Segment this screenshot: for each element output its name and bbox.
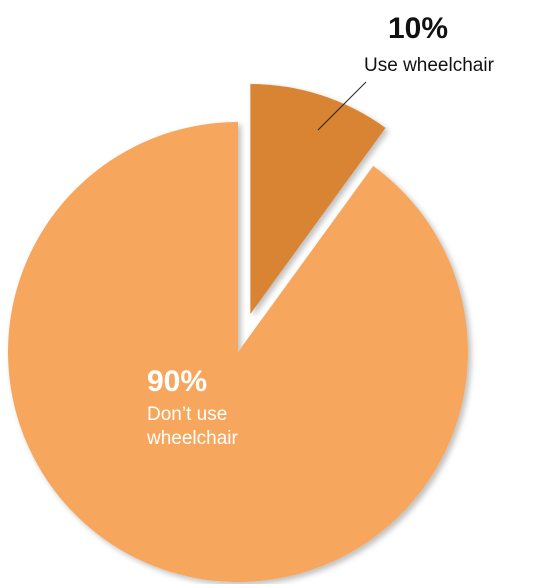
category-label: Use wheelchair (364, 55, 495, 76)
value-label: 10% (388, 12, 448, 45)
category-label: Don’t use wheelchair (146, 404, 238, 449)
pie-slice (7, 122, 468, 583)
leader-line (317, 81, 367, 131)
pie-slice (250, 83, 386, 314)
value-label: 90% (147, 365, 207, 398)
